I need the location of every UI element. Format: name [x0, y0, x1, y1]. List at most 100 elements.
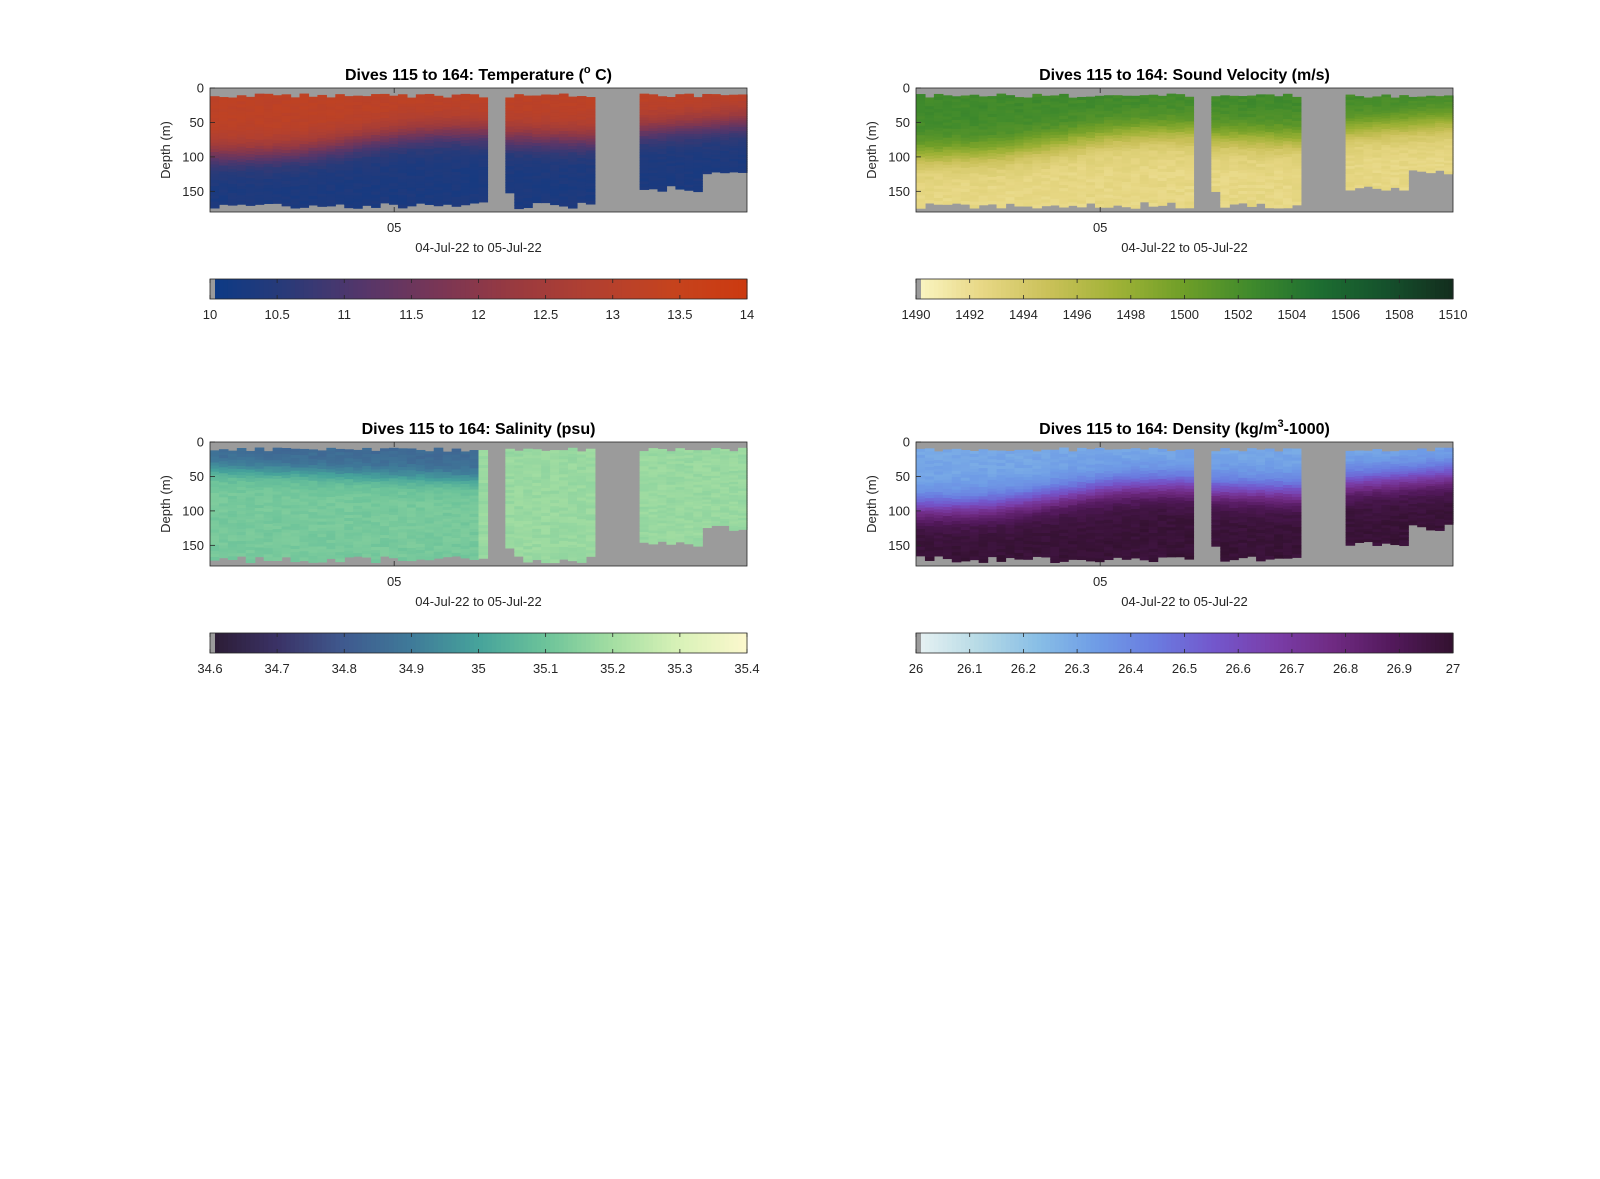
heatmap-cell — [353, 95, 363, 100]
heatmap-cell — [424, 161, 435, 166]
heatmap-cell — [227, 465, 238, 470]
heatmap-cell — [362, 174, 372, 179]
heatmap-cell — [406, 187, 417, 192]
heatmap-cell — [424, 118, 435, 123]
heatmap-cell — [648, 136, 659, 140]
heatmap-cell — [290, 552, 301, 556]
heatmap-cell — [738, 157, 748, 160]
heatmap-cell — [218, 165, 229, 170]
heatmap-cell — [308, 180, 318, 185]
heatmap-cell — [1399, 105, 1409, 109]
heatmap-cell — [1050, 168, 1060, 173]
heatmap-cell — [236, 201, 247, 205]
heatmap-cell — [227, 498, 238, 503]
heatmap-cell — [290, 118, 301, 123]
heatmap-cell — [397, 100, 408, 105]
heatmap-cell — [397, 488, 408, 493]
heatmap-cell — [442, 153, 453, 158]
heatmap-cell — [1014, 202, 1024, 207]
heatmap-cell — [969, 182, 980, 187]
heatmap-cell — [1220, 200, 1230, 205]
heatmap-cell — [960, 176, 971, 181]
heatmap-cell — [639, 146, 650, 151]
heatmap-cell — [1112, 150, 1123, 154]
heatmap-cell — [210, 520, 220, 525]
heatmap-cell — [371, 453, 381, 458]
heatmap-cell — [1354, 159, 1365, 163]
heatmap-cell — [299, 140, 310, 145]
heatmap-cell — [1435, 151, 1445, 155]
heatmap-cell — [362, 547, 372, 552]
heatmap-cell — [433, 153, 444, 158]
heatmap-cell — [1247, 169, 1257, 174]
heatmap-cell — [1282, 131, 1293, 136]
heatmap-cell — [1184, 198, 1195, 203]
heatmap-cell — [362, 544, 372, 549]
heatmap-cell — [344, 111, 354, 116]
heatmap-cell — [1345, 173, 1356, 178]
heatmap-cell — [987, 197, 998, 202]
heatmap-cell — [433, 178, 444, 182]
heatmap-cell — [424, 136, 435, 141]
heatmap-cell — [469, 184, 480, 189]
heatmap-cell — [1077, 145, 1087, 150]
heatmap-cell — [933, 191, 944, 196]
heatmap-cell — [1247, 187, 1257, 192]
heatmap-cell — [1050, 144, 1060, 148]
heatmap-cell — [227, 514, 238, 518]
heatmap-cell — [389, 511, 399, 516]
heatmap-cell — [380, 175, 390, 180]
heatmap-cell — [693, 162, 703, 166]
heatmap-cell — [406, 551, 417, 555]
heatmap-cell — [1372, 180, 1382, 184]
heatmap-cell — [227, 480, 238, 485]
heatmap-cell — [738, 133, 748, 137]
heatmap-cell — [996, 185, 1007, 190]
heatmap-cell — [924, 129, 935, 134]
heatmap-cell — [389, 171, 399, 175]
heatmap-cell — [1139, 101, 1150, 105]
heatmap-cell — [415, 453, 426, 457]
heatmap-cell — [1095, 98, 1105, 103]
heatmap-cell — [415, 127, 426, 132]
heatmap-cell — [317, 181, 327, 186]
heatmap-cell — [738, 124, 748, 128]
heatmap-cell — [389, 155, 399, 160]
heatmap-cell — [1220, 129, 1230, 134]
heatmap-cell — [406, 199, 417, 204]
heatmap-cell — [960, 143, 971, 148]
heatmap-cell — [702, 144, 712, 148]
heatmap-cell — [720, 157, 730, 161]
heatmap-cell — [245, 175, 256, 179]
heatmap-cell — [969, 145, 980, 149]
heatmap-cell — [371, 150, 381, 155]
heatmap-cell — [1023, 169, 1033, 174]
heatmap-cell — [996, 147, 1007, 152]
heatmap-cell — [720, 148, 730, 152]
heatmap-cell — [362, 111, 372, 115]
heatmap-cell — [1417, 169, 1427, 172]
heatmap-cell — [433, 114, 444, 118]
heatmap-cell — [1148, 181, 1159, 186]
colorbar-nodata-swatch — [916, 279, 921, 299]
heatmap-cell — [1399, 184, 1409, 188]
heatmap-cell — [1363, 159, 1374, 163]
heatmap-cell — [245, 126, 256, 131]
heatmap-cell — [290, 448, 301, 453]
heatmap-cell — [738, 152, 748, 156]
heatmap-cell — [371, 188, 381, 193]
heatmap-cell — [1211, 106, 1221, 111]
heatmap-cell — [380, 496, 390, 500]
heatmap-cell — [951, 176, 962, 180]
heatmap-cell — [1408, 147, 1418, 151]
heatmap-cell — [344, 464, 354, 468]
heatmap-cell — [210, 204, 220, 209]
heatmap-cell — [380, 538, 390, 542]
heatmap-cell — [1139, 109, 1150, 114]
heatmap-cell — [541, 130, 551, 135]
heatmap-cell — [245, 142, 256, 146]
heatmap-cell — [397, 541, 408, 546]
heatmap-cell — [1068, 148, 1078, 153]
heatmap-cell — [702, 102, 712, 106]
heatmap-cell — [1175, 163, 1186, 168]
